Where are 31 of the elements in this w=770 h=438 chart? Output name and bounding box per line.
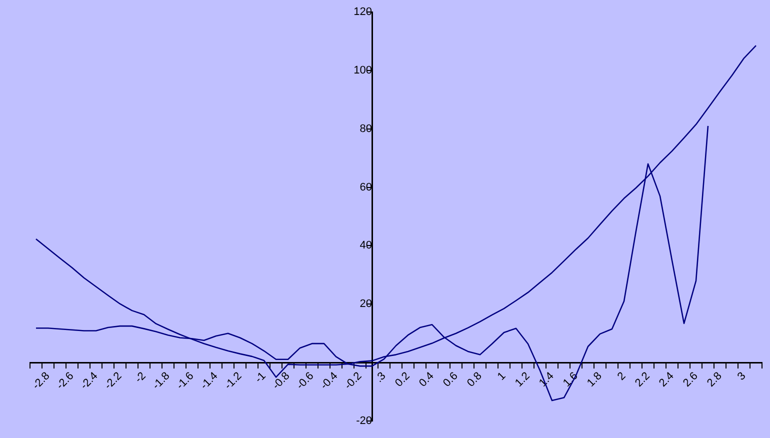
x-tick-label: 0.4 (416, 370, 436, 390)
x-tick-label: 1.8 (584, 370, 604, 390)
x-tick-label: -0.2 (342, 370, 364, 392)
x-tick-label: -0.8 (270, 370, 292, 392)
x-tick-label: 1.4 (536, 370, 556, 390)
x-tick-label: 0.6 (440, 370, 460, 390)
x-tick-label: 3 (735, 370, 748, 383)
x-tick-label: .3 (373, 370, 388, 385)
x-tick-label: 2.6 (680, 370, 700, 390)
x-tick-label: -0.4 (318, 370, 340, 392)
x-tick-label: 2.8 (704, 370, 724, 390)
x-tick-label: -1.8 (150, 370, 172, 392)
x-tick-label: -1.4 (198, 370, 220, 392)
x-tick-label: -2.8 (30, 370, 52, 392)
x-tick-label: 2.2 (632, 370, 652, 390)
x-tick-label: -0.6 (294, 370, 316, 392)
x-tick-label: 2 (615, 370, 628, 383)
x-tick-label: 0.2 (392, 370, 412, 390)
y-tick-label: 120 (354, 6, 372, 18)
x-tick-label: 1 (495, 370, 508, 383)
x-tick-label: 1.2 (512, 370, 532, 390)
x-tick-label: -2.6 (54, 370, 76, 392)
x-tick-label: 0.8 (464, 370, 484, 390)
x-tick-label: -1 (252, 370, 268, 386)
x-tick-label: -2.2 (102, 370, 124, 392)
x-tick-label: -1.2 (222, 370, 244, 392)
y-tick-label: 100 (354, 64, 372, 76)
x-tick-label: 2.4 (656, 370, 676, 390)
x-tick-label: -2.4 (78, 370, 100, 392)
x-tick-label: -2 (132, 370, 148, 386)
x-tick-label: -1.6 (174, 370, 196, 392)
